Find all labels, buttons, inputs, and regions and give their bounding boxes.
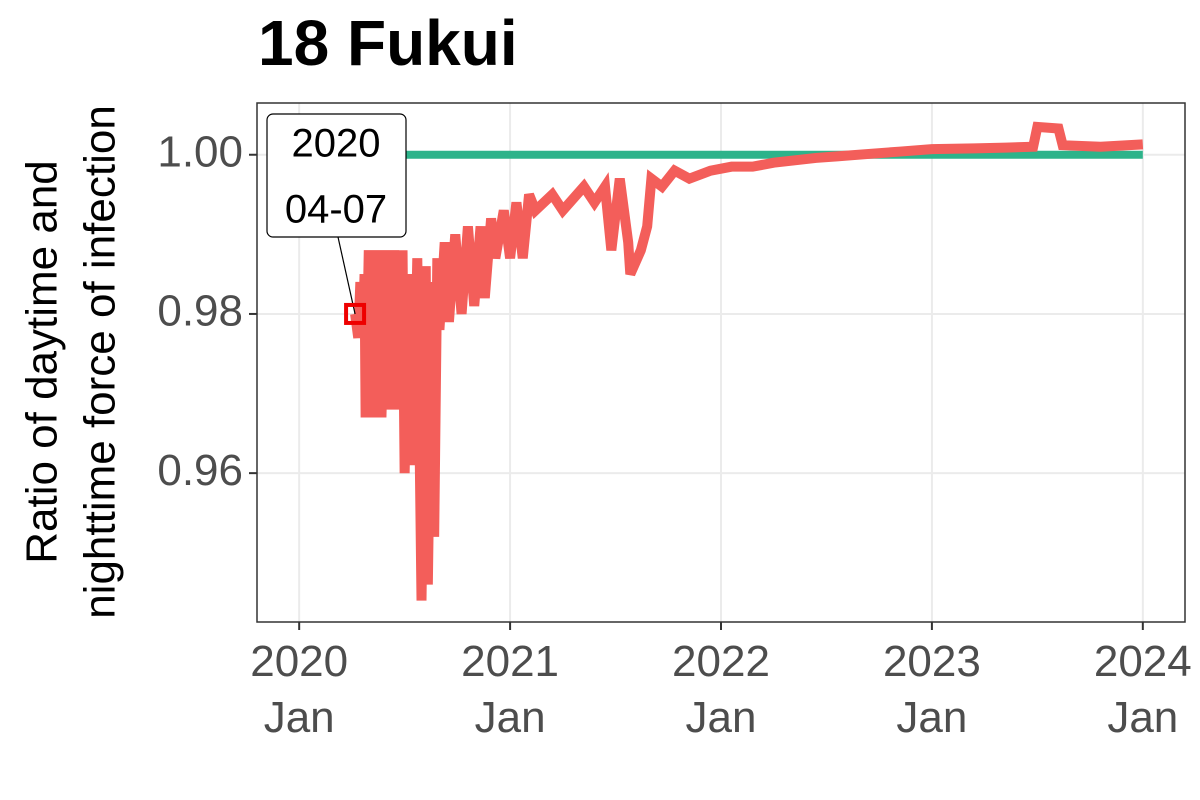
x-tick-label: 2021 Jan (461, 637, 559, 742)
x-tick-label: 2023 Jan (883, 637, 981, 742)
panel-border (256, 102, 1186, 623)
annotation-leader (337, 236, 356, 315)
series-line (350, 121, 1144, 601)
annotation-text: 2020 (292, 122, 381, 166)
x-tick-label: 2024 Jan (1094, 637, 1192, 742)
annotation-box (266, 113, 407, 238)
y-tick-label: 1.00 (157, 127, 243, 176)
y-axis-label: Ratio of daytime and (18, 160, 67, 564)
y-axis-label: nighttime force of infection (76, 105, 125, 619)
annotation-marker (344, 302, 367, 325)
y-tick-label: 0.98 (157, 287, 243, 336)
annotation-text: 04-07 (285, 188, 387, 232)
x-tick-label: 2020 Jan (250, 637, 348, 742)
chart-title: 18 Fukui (258, 7, 518, 79)
y-tick-label: 0.96 (157, 446, 243, 495)
x-tick-label: 2022 Jan (672, 637, 770, 742)
